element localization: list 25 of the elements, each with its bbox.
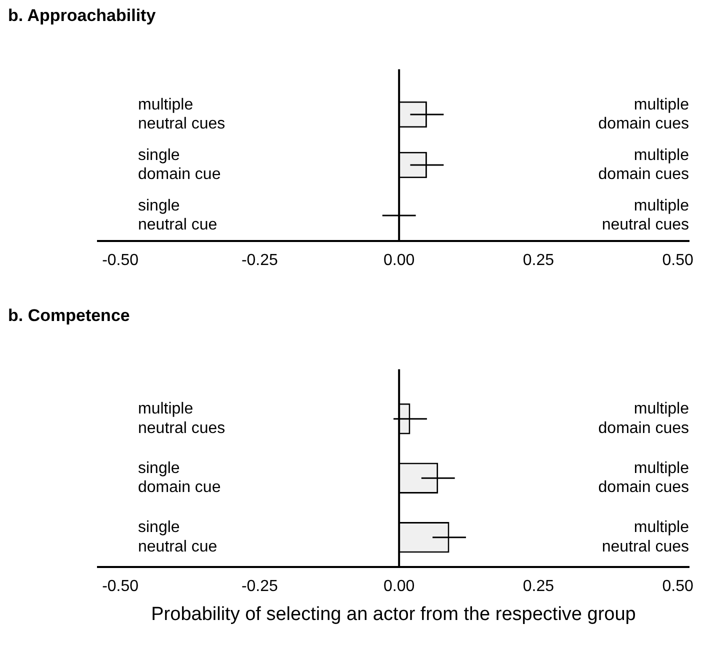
x-tick-label: 0.50: [662, 578, 694, 596]
x-tick-label: -0.25: [241, 252, 278, 269]
x-tick-label: 0.50: [662, 252, 694, 269]
y2-tick-label: multiple domain cues: [598, 460, 690, 496]
x-tick-label: -0.50: [102, 252, 139, 269]
y2-tick-label: multiple neutral cues: [602, 197, 690, 234]
y2-tick-label: multiple domain cues: [598, 146, 690, 184]
chart-title: b. Approachability: [7, 5, 157, 27]
y2-tick-label: multiple neutral cues: [602, 519, 690, 556]
y-tick-label: multiple neutral cues: [138, 400, 226, 437]
y-tick-label: single neutral cue: [138, 519, 218, 556]
x-tick-label: -0.50: [102, 578, 139, 596]
y2-tick-label: multiple domain cues: [598, 400, 690, 437]
x-tick-label: 0.25: [522, 252, 554, 269]
y-tick-label: multiple neutral cues: [138, 96, 226, 132]
y-tick-label: single domain cue: [138, 460, 221, 496]
x-tick-label: 0.00: [384, 252, 415, 269]
y2-tick-label: multiple domain cues: [598, 96, 690, 132]
x-tick-label: 0.25: [522, 578, 554, 596]
y-tick-label: single neutral cue: [138, 197, 218, 234]
x-tick-label: 0.00: [384, 578, 415, 596]
y-tick-label: single domain cue: [138, 146, 221, 184]
chart-title: b. Competence: [7, 305, 131, 327]
x-tick-label: -0.25: [241, 578, 278, 596]
x-axis-title: Probability of selecting an actor from the respective group: [151, 604, 636, 625]
